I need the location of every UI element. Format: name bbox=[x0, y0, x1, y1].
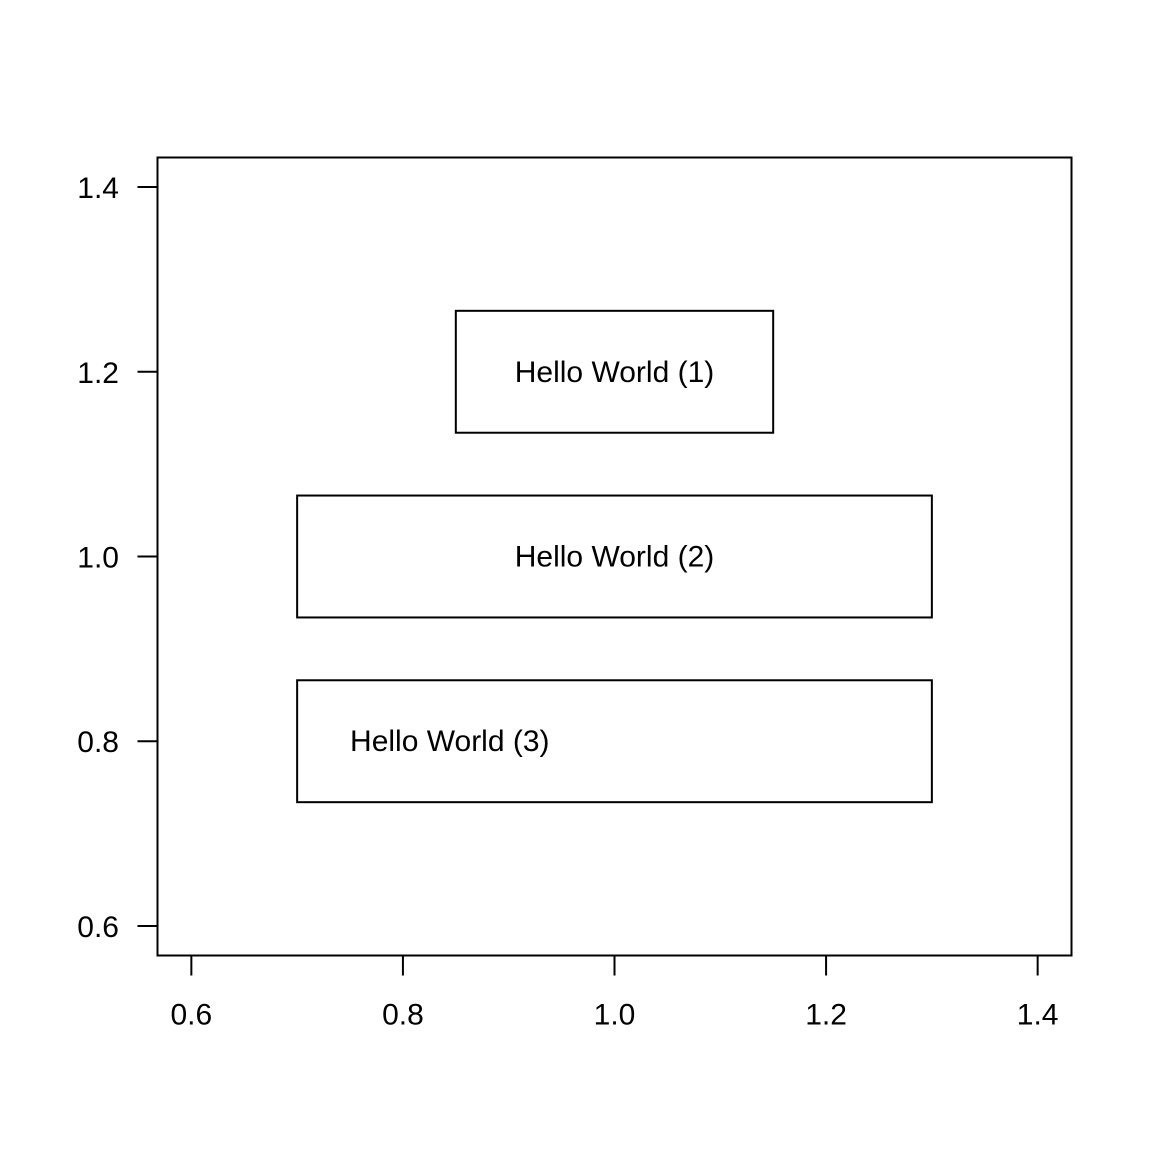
annotation-label: Hello World (2) bbox=[515, 541, 715, 574]
annotation-label: Hello World (1) bbox=[515, 356, 715, 389]
annotation-1: Hello World (1) bbox=[454, 309, 775, 434]
y-tick-label: 0.8 bbox=[77, 726, 119, 759]
y-tick-label: 1.2 bbox=[77, 357, 119, 390]
annotation-2: Hello World (2) bbox=[296, 494, 933, 619]
y-tick-label: 1.0 bbox=[77, 542, 119, 575]
annotation-3: Hello World (3) bbox=[296, 679, 933, 804]
annotation-box bbox=[296, 679, 933, 804]
x-tick-label: 1.0 bbox=[594, 999, 636, 1032]
y-tick-label: 0.6 bbox=[77, 911, 119, 944]
x-tick-label: 1.4 bbox=[1017, 999, 1059, 1032]
x-axis: 0.6 0.8 1.0 1.2 1.4 bbox=[170, 954, 1059, 1032]
x-tick-label: 0.8 bbox=[382, 999, 424, 1032]
annotation-label: Hello World (3) bbox=[350, 725, 550, 758]
x-tick-label: 1.2 bbox=[805, 999, 847, 1032]
y-tick-label: 1.4 bbox=[77, 172, 119, 205]
annotation-box bbox=[296, 494, 933, 619]
annotation-box bbox=[454, 309, 775, 434]
y-axis: 0.6 0.8 1.0 1.2 1.4 bbox=[77, 172, 159, 944]
x-tick-label: 0.6 bbox=[170, 999, 212, 1032]
annotation-layer: Hello World (1) Hello World (2) Hello Worl… bbox=[296, 309, 933, 804]
